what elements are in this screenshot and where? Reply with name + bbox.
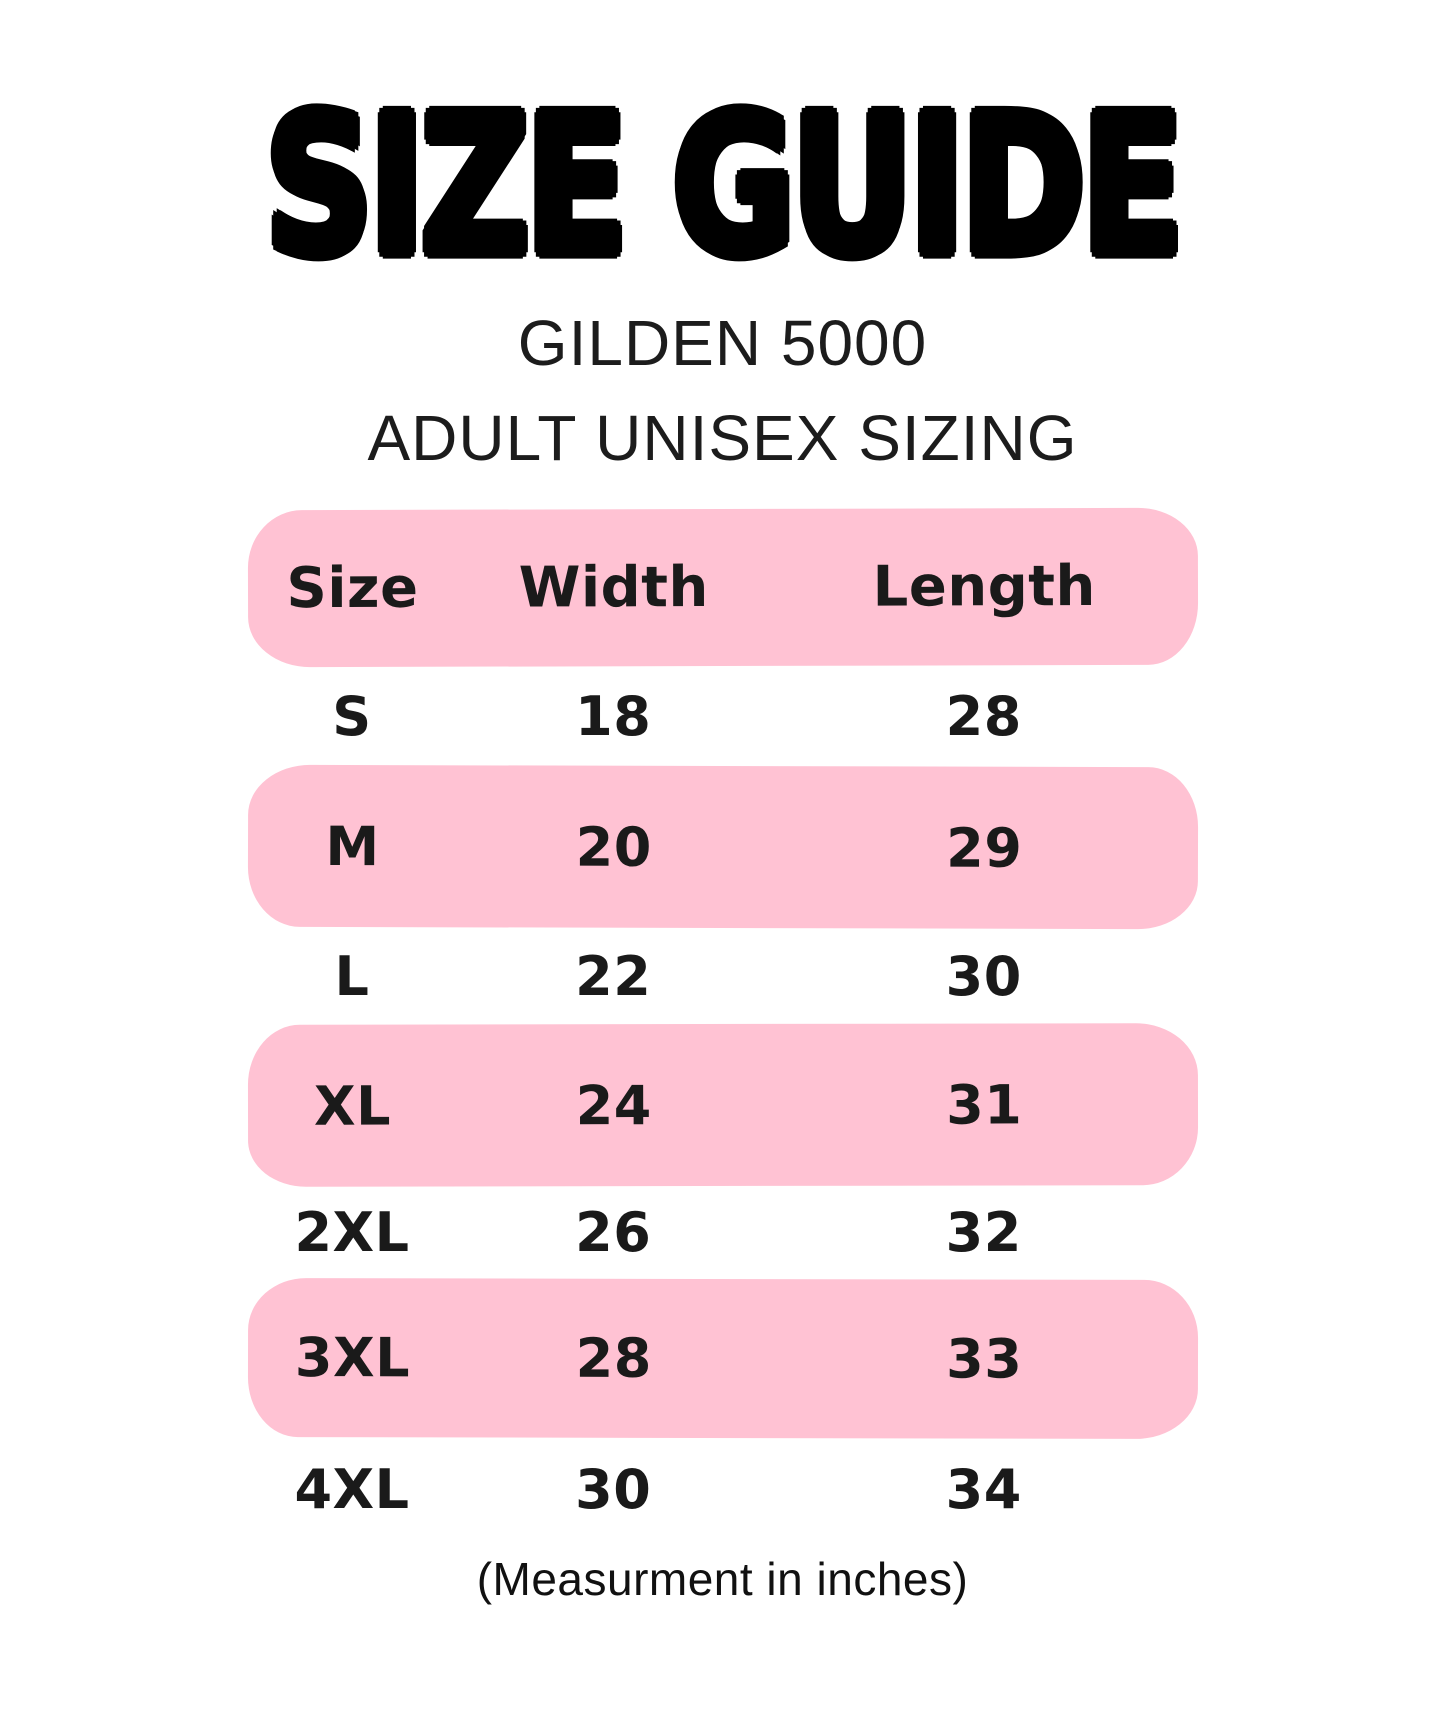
length-cell: 32 [945,1201,1022,1264]
column-header-size: Size [285,555,419,622]
size-cell: L [334,944,370,1008]
size-cell: S [332,684,372,748]
column-header-width: Width [518,555,709,621]
size-cell: 3XL [294,1326,410,1390]
width-cell: 22 [575,944,652,1008]
width-cell: 18 [575,684,652,748]
column-header-length: Length [872,554,1096,620]
length-cell: 34 [945,1458,1022,1521]
size-cell: 4XL [294,1458,410,1521]
table-row-m: M 20 29 [247,764,1198,930]
size-cell: M [324,814,380,878]
width-cell: 20 [575,815,652,879]
table-row-xl: XL 24 31 [247,1023,1198,1187]
length-cell: 31 [945,1072,1022,1137]
table-row-3xl: 3XL 28 33 [247,1278,1198,1439]
table-row-s: S 18 28 [248,666,1198,766]
length-cell: 29 [945,816,1022,880]
length-cell: 30 [945,944,1022,1008]
length-cell: 28 [945,684,1022,748]
width-cell: 26 [575,1201,652,1264]
size-cell: 2XL [294,1201,410,1264]
page-title: SIZE GUIDE [264,75,1184,299]
width-cell: 24 [575,1073,652,1137]
size-table: Size Width Length S 18 28 M 20 29 L 22 3… [247,507,1198,1541]
table-row-4xl: 4XL 30 34 [248,1438,1198,1541]
width-cell: 28 [575,1326,652,1390]
length-cell: 33 [945,1327,1022,1391]
width-cell: 30 [575,1458,652,1521]
table-row-2xl: 2XL 26 32 [248,1186,1198,1279]
size-cell: XL [313,1074,391,1138]
measurement-note: (Measurment in inches) [476,1553,969,1605]
table-row-l: L 22 30 [248,928,1198,1024]
subtitle-line-brand: GILDEN 5000 [517,307,928,379]
subtitle: GILDEN 5000 ADULT UNISEX SIZING [0,296,1445,486]
table-header-row: Size Width Length [247,507,1198,668]
subtitle-line-sizing: ADULT UNISEX SIZING [367,402,1078,474]
